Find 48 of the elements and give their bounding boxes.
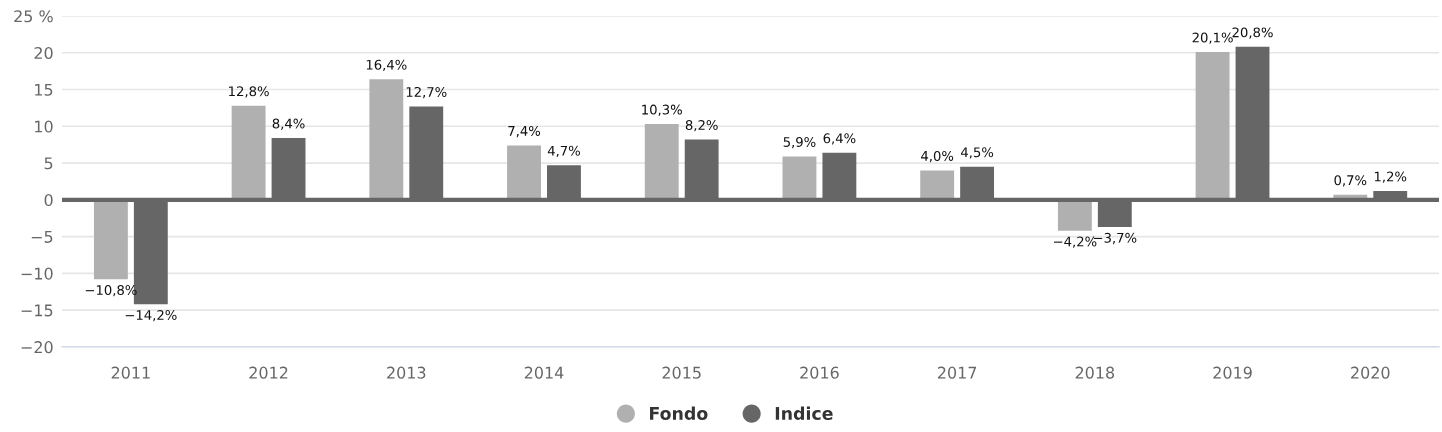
bar [93,199,128,280]
data-label: 4,5% [960,147,994,159]
x-tick-label: 2017 [937,366,977,379]
y-tick-label: 20 [34,46,53,60]
data-label: 12,7% [406,86,447,99]
legend-label: Indice [775,406,833,420]
bar [1057,199,1092,231]
x-tick-label: 2012 [249,366,288,379]
bar [507,145,541,200]
y-tick-label: −15 [21,304,53,317]
data-label: 8,2% [685,120,718,132]
bar [1195,52,1230,200]
data-label: 20,1% [1192,32,1233,44]
data-label: 6,4% [823,133,856,145]
x-tick-label: 2013 [387,366,426,379]
data-label: 8,4% [272,118,305,130]
x-tick-label: 2019 [1213,366,1252,379]
y-tick-label: −10 [21,267,53,280]
x-tick-label: 2018 [1075,366,1115,379]
bar [369,79,404,200]
data-label: 7,4% [508,125,541,138]
y-tick-label: 25 % [14,10,53,23]
bar [782,156,817,200]
data-label: 20,8% [1232,27,1273,39]
data-label: 4,7% [547,145,580,158]
data-label: 1,2% [1374,171,1407,183]
data-label: 16,4% [366,59,407,72]
y-tick-label: 0 [44,194,53,207]
data-label: 5,9% [783,136,816,149]
bar [231,105,266,200]
y-tick-label: 10 [35,120,53,133]
x-tick-label: 2016 [800,366,839,379]
y-tick-label: −20 [21,341,53,354]
bar [644,124,679,200]
x-tick-label: 2020 [1351,366,1390,379]
data-label: 10,3% [642,104,682,116]
x-tick-label: 2015 [662,366,701,379]
data-label: 12,8% [229,86,269,98]
x-tick-label: 2014 [524,366,564,379]
data-label: 0,7% [1334,175,1367,187]
x-tick-label: 2011 [111,366,150,379]
y-tick-label: 15 [35,83,53,96]
y-tick-label: −5 [31,231,53,243]
data-label: 4,0% [921,150,954,163]
data-label: −14,2% [125,310,177,322]
legend-label: Fondo [650,406,708,420]
bar [920,170,955,200]
y-tick-label: 5 [44,157,53,170]
